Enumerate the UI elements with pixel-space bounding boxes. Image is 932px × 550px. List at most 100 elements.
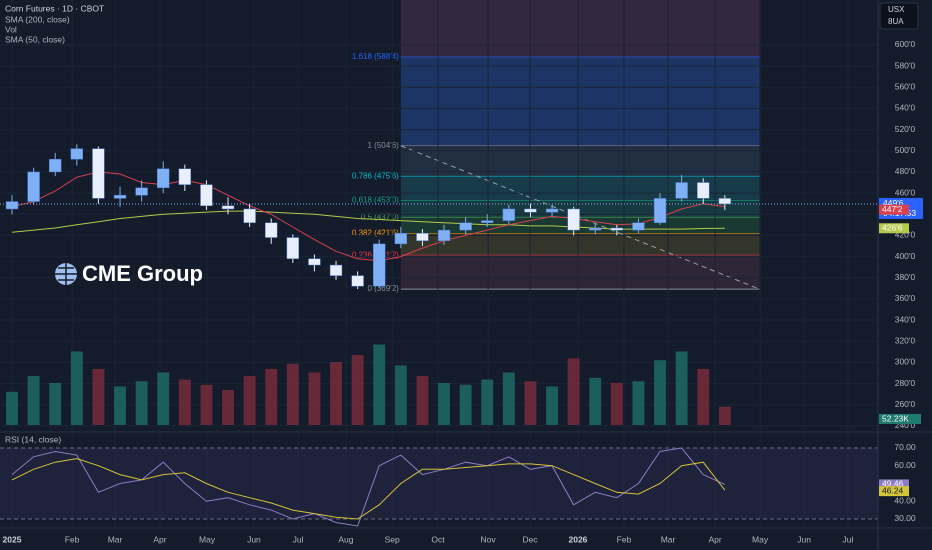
- volume-bar: [546, 386, 558, 425]
- y-tick-label: 320'0: [895, 335, 916, 345]
- volume-bar: [286, 363, 299, 425]
- candle-body: [589, 227, 602, 231]
- volume-bar: [502, 372, 515, 425]
- volume-bar: [178, 379, 191, 425]
- sma-line: [11, 210, 725, 233]
- volume-bar: [265, 369, 278, 425]
- volume-bar: [27, 376, 40, 425]
- y-tick-label: 480'0: [895, 166, 916, 176]
- y-tick-label: 340'0: [895, 314, 916, 324]
- volume-bar: [481, 379, 494, 425]
- y-tick-label: 580'0: [895, 60, 916, 70]
- volume-bar: [394, 365, 407, 425]
- x-tick-label: Jul: [293, 534, 304, 544]
- sma-price-box: [879, 223, 909, 234]
- y-tick-label: 560'0: [895, 82, 916, 92]
- volume-bar: [567, 358, 580, 425]
- currency-button-label: USX: [888, 5, 905, 14]
- volume-bar: [222, 390, 234, 425]
- volume-bar: [438, 383, 450, 425]
- volume-label: 52.23K: [882, 413, 909, 423]
- volume-bar: [135, 381, 148, 425]
- rsi-band: [0, 447, 878, 519]
- candle-body: [92, 148, 105, 199]
- fib-label: 0 (369'2): [368, 284, 400, 293]
- y-tick-label: 360'0: [895, 293, 916, 303]
- sma-price-label: 426'6: [882, 223, 903, 233]
- fib-label: 0.618 (453'0): [352, 196, 399, 205]
- x-tick-label: 2025: [3, 534, 22, 544]
- fib-label: 0.5 (437'0): [361, 213, 399, 222]
- indicator-legend: SMA (50, close): [5, 34, 65, 44]
- volume-bar: [416, 376, 429, 425]
- fib-label: 0.382 (421'6): [352, 229, 399, 238]
- rsi-tick-label: 30.00: [894, 513, 916, 523]
- symbol-button[interactable]: [879, 2, 919, 30]
- fib-label: 0.786 (475'6): [352, 172, 399, 181]
- volume-bar: [200, 384, 213, 425]
- x-tick-label: Oct: [431, 534, 445, 544]
- x-tick-label: May: [199, 534, 216, 544]
- rsi-line: [11, 447, 726, 527]
- volume-bar: [697, 369, 710, 425]
- candle-body: [157, 168, 170, 189]
- rsi-tick-label: 70.00: [894, 442, 916, 452]
- candle-body: [697, 182, 710, 199]
- rsi-legend: RSI (14, close): [5, 434, 61, 444]
- x-tick-label: Sep: [385, 534, 400, 544]
- x-tick-label: Feb: [617, 534, 632, 544]
- candle-body: [610, 227, 624, 231]
- volume-bar: [459, 384, 472, 425]
- volume-bar: [675, 351, 688, 425]
- candle-body: [265, 222, 278, 238]
- axes: 240'0 260'0 280'0 300'0 320'0 340'0 360'0 380'0…: [3, 39, 923, 544]
- candle-body: [113, 194, 127, 199]
- y-tick-label: 380'0: [895, 272, 916, 282]
- y-tick-label: 500'0: [895, 145, 916, 155]
- x-tick-label: Apr: [709, 534, 722, 544]
- volume-bar: [157, 372, 170, 425]
- candle-body: [351, 275, 364, 287]
- volume-bar: [718, 406, 731, 425]
- volume-bar: [632, 381, 645, 425]
- candle-body: [567, 208, 580, 231]
- fib-zone: [400, 233, 760, 256]
- rsi-value-box: [879, 479, 909, 490]
- y-tick-label: 300'0: [895, 357, 916, 367]
- sma-line: [11, 171, 725, 262]
- fib-zone: [400, 57, 760, 146]
- x-tick-label: 2026: [568, 534, 587, 544]
- volume-bar: [589, 377, 602, 425]
- fib-label: 1.618 (588'4): [352, 52, 399, 61]
- x-tick-label: Nov: [481, 534, 497, 544]
- fib-zone: [400, 200, 760, 218]
- x-tick-label: Jun: [247, 534, 261, 544]
- candle-body: [675, 182, 688, 199]
- volume-bar: [70, 351, 83, 425]
- fib-zone: [400, 255, 760, 290]
- candles: [5, 144, 732, 290]
- rsi-ma-box: [879, 486, 909, 497]
- y-tick-label: 540'0: [895, 103, 916, 113]
- candle-body: [329, 264, 343, 276]
- candle-body: [373, 243, 386, 287]
- candle-body: [653, 198, 667, 223]
- y-tick-label: 460'0: [895, 187, 916, 197]
- logo-globe-lines: [55, 263, 77, 285]
- logo-text: CME Group: [82, 261, 203, 286]
- x-tick-label: Jun: [797, 534, 811, 544]
- y-tick-label: 260'0: [895, 399, 916, 409]
- fib-label: 1 (504'6): [368, 141, 400, 150]
- unit-button-label: 8UA: [888, 17, 904, 26]
- last-price-label: 449'6: [883, 198, 904, 208]
- volume-bar: [92, 369, 105, 425]
- candle-body: [135, 187, 148, 196]
- x-tick-label: Aug: [338, 534, 353, 544]
- x-tick-label: Jul: [843, 534, 854, 544]
- volume-bar: [308, 372, 321, 425]
- volume-bar: [114, 386, 126, 425]
- candle-body: [178, 168, 192, 185]
- indicator-legend: Vol: [5, 24, 17, 34]
- y-tick-label: 280'0: [895, 378, 916, 388]
